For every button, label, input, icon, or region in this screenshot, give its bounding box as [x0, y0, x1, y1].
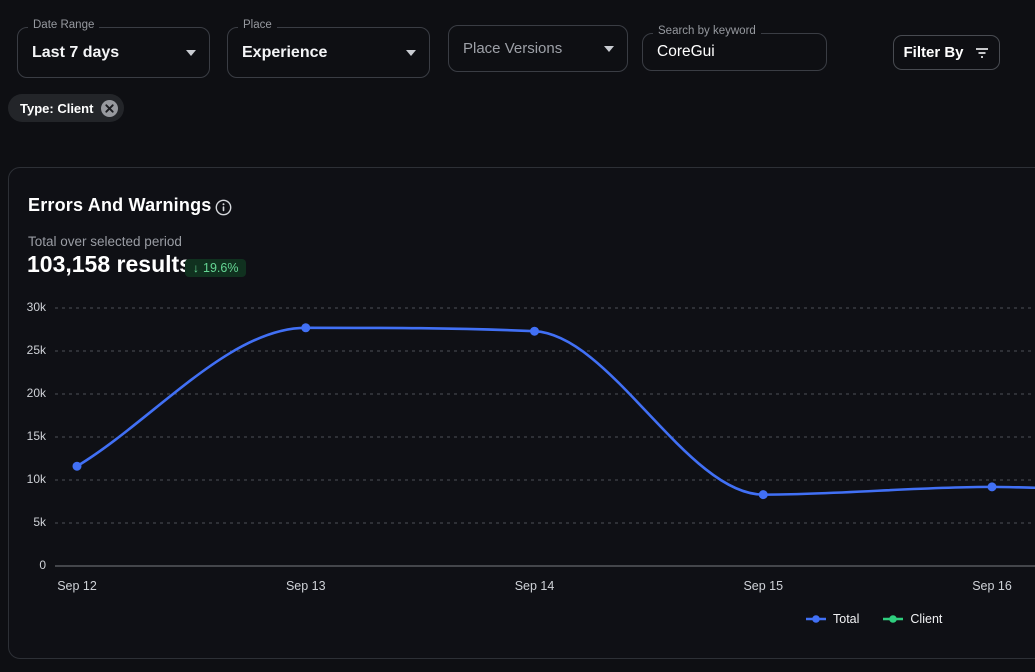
- y-axis-label: 0: [39, 558, 46, 572]
- filter-icon: [974, 47, 990, 59]
- chevron-down-icon: [604, 45, 614, 52]
- panel-title: Errors And Warnings: [28, 195, 212, 215]
- legend-item-total[interactable]: Total: [806, 612, 859, 626]
- chevron-down-icon: [186, 49, 196, 56]
- keyword-search-field: Search by keyword: [642, 25, 827, 71]
- filter-chip-label: Type: Client: [20, 100, 94, 116]
- keyword-search-label: Search by keyword: [653, 25, 761, 37]
- legend-marker-icon: [883, 615, 904, 623]
- y-axis-label: 30k: [26, 300, 46, 314]
- legend-marker-icon: [806, 615, 826, 623]
- y-axis-label: 10k: [26, 472, 46, 486]
- x-axis-label: Sep 15: [743, 579, 784, 593]
- change-badge: ↓ 19.6%: [185, 259, 247, 277]
- total-results: 103,158 results: [27, 251, 192, 277]
- place-value: Experience: [242, 43, 328, 61]
- y-axis-label: 20k: [26, 386, 46, 400]
- filter-by-button[interactable]: Filter By: [893, 35, 1000, 70]
- date-range-label: Date Range: [28, 19, 100, 31]
- panel-subtitle: Total over selected period: [28, 234, 182, 249]
- legend-label: Client: [910, 612, 943, 626]
- keyword-search-input[interactable]: [657, 43, 812, 61]
- place-label: Place: [238, 19, 277, 31]
- arrow-down-icon: ↓: [193, 261, 199, 275]
- legend-item-client[interactable]: Client: [883, 612, 942, 626]
- filter-by-label: Filter By: [903, 44, 964, 61]
- place-versions-select[interactable]: Place Versions: [448, 25, 628, 72]
- y-axis-label: 15k: [26, 429, 46, 443]
- chevron-down-icon: [406, 49, 416, 56]
- date-range-select[interactable]: Date Range Last 7 days: [17, 19, 210, 78]
- y-axis-label: 5k: [33, 515, 46, 529]
- filter-chip-type-client[interactable]: Type: Client: [8, 94, 125, 122]
- place-select[interactable]: Place Experience: [227, 19, 430, 78]
- info-icon[interactable]: [215, 199, 232, 216]
- x-axis-label: Sep 13: [285, 579, 326, 593]
- y-axis-label: 25k: [26, 343, 46, 357]
- x-axis-label: Sep 14: [514, 579, 555, 593]
- close-icon[interactable]: [100, 99, 119, 118]
- place-versions-value: Place Versions: [463, 40, 563, 57]
- date-range-value: Last 7 days: [32, 43, 120, 61]
- change-value: 19.6%: [203, 261, 239, 275]
- x-axis-label: Sep 12: [57, 579, 97, 593]
- x-axis-label: Sep 16: [972, 579, 1012, 593]
- legend: Total Client: [806, 612, 942, 626]
- legend-label: Total: [833, 612, 860, 626]
